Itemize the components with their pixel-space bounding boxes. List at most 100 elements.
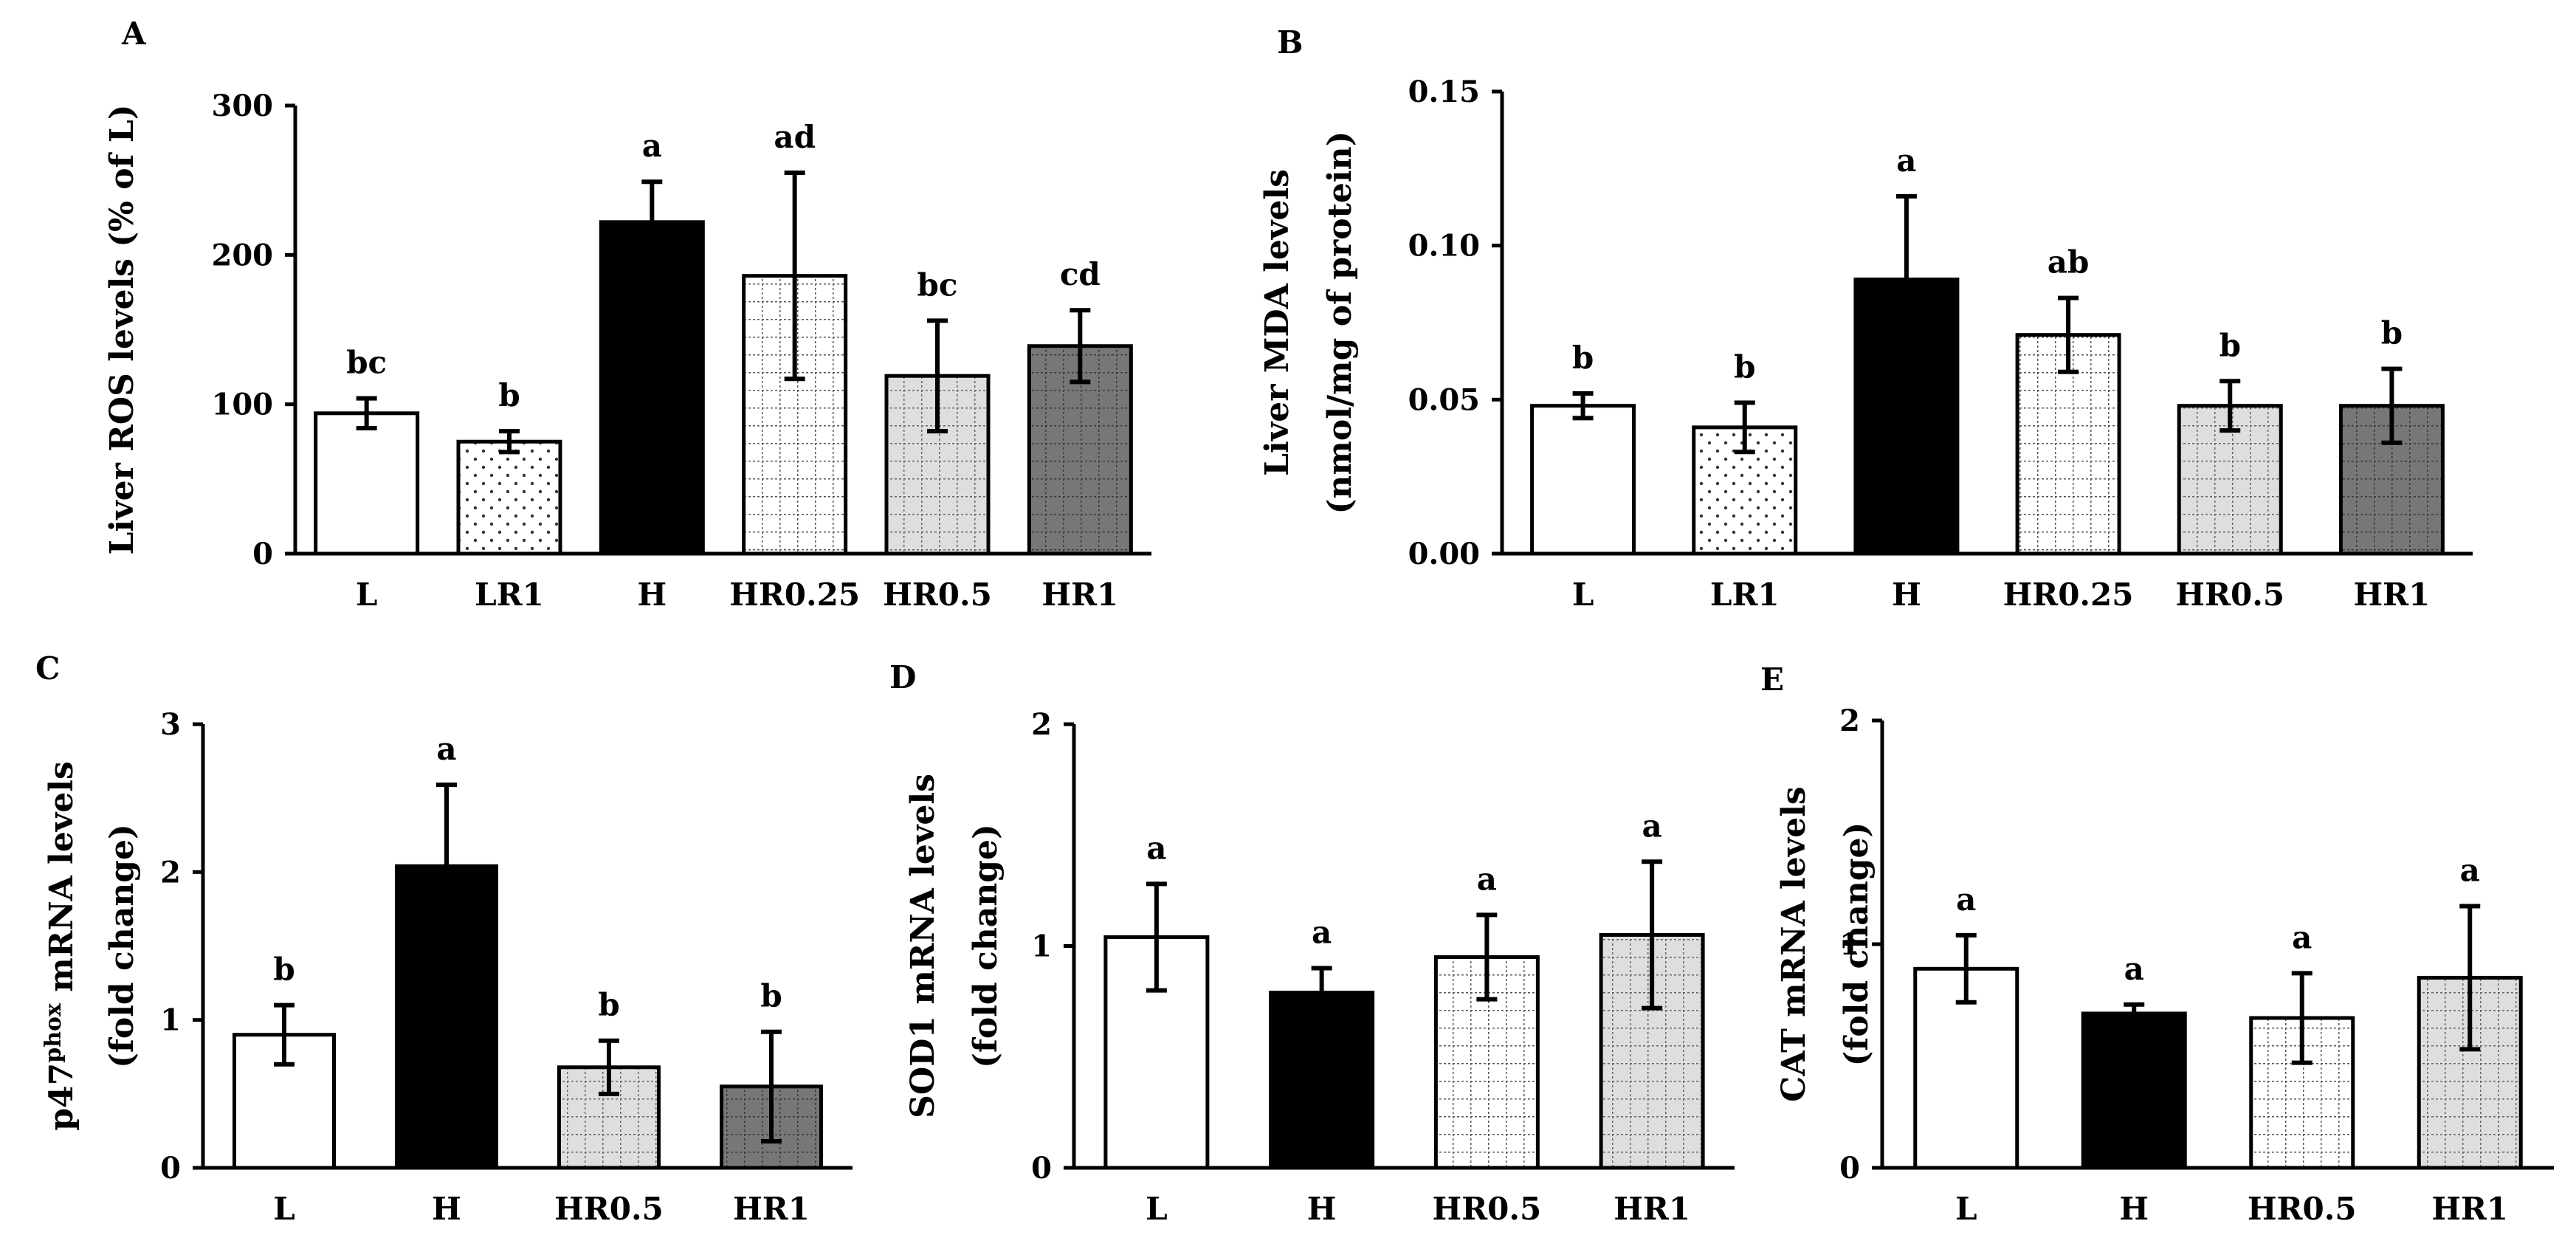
panel-a-bar-L xyxy=(314,411,420,556)
panel-a-x-label: L xyxy=(356,577,378,613)
panel-e-error-bar-H xyxy=(2124,1002,2145,1025)
panel-e-y-tick-label: 0 xyxy=(1839,1151,1860,1186)
panel-d-sig-label: a xyxy=(1146,830,1166,866)
panel-c-sig-label: b xyxy=(273,952,295,988)
panel-d-x-label: HR1 xyxy=(1614,1191,1690,1227)
panel-a-error-bar-LR1 xyxy=(499,429,520,455)
panel-e-y-title-line1: CAT mRNA levels xyxy=(1775,786,1813,1101)
panel-c-letter: C xyxy=(35,650,60,687)
panel-d-y-tick-label: 1 xyxy=(1031,929,1052,964)
panel-b-x-label: L xyxy=(1572,577,1594,613)
panel-d-y-tick-label: 2 xyxy=(1031,707,1052,742)
panel-d-y-tick-label: 0 xyxy=(1031,1151,1052,1186)
panel-e-y-tick-label: 1 xyxy=(1839,927,1860,962)
panel-b-y-tick-label: 0.00 xyxy=(1408,537,1480,571)
panel-e-x-label: L xyxy=(1955,1191,1977,1227)
panel-c-x-label: L xyxy=(273,1191,295,1227)
panel-c-x-label: HR0.5 xyxy=(554,1191,664,1227)
panel-b-y-tick-label: 0.15 xyxy=(1408,75,1480,109)
panel-c-y-tick-label: 2 xyxy=(160,855,181,890)
panel-e-bar-H xyxy=(2081,1011,2187,1170)
panel-b-y-title-line2: (nmol/mg of protein) xyxy=(1321,131,1359,515)
charts-root: Abc b a ad bc cd 0 1 0 0 200 300 L LR1 H HR0.25 HR0.5 HR1… xyxy=(35,16,2554,1227)
panel-c-error-bar-HR0.5 xyxy=(599,1038,619,1096)
panel-c-y-tick-label: 1 xyxy=(160,1003,181,1038)
panel-a-x-label: HR1 xyxy=(1041,577,1118,613)
panel-b-x-label: H xyxy=(1892,577,1921,613)
panel-b-sig-label: b xyxy=(1734,349,1755,385)
panel-b-sig-label: b xyxy=(1572,340,1594,376)
panel-a-sig-label: b xyxy=(498,377,520,413)
panel-b-bar-L xyxy=(1530,404,1636,556)
panel-b-sig-label: b xyxy=(2381,315,2403,351)
panel-e-letter: E xyxy=(1760,661,1784,698)
chart-panel-d: Da a a a 0 1 2 L H HR0.5 HR1 SOD1 mRNA levels (fold … xyxy=(889,659,1735,1227)
panel-d-error-bar-L xyxy=(1146,881,1167,993)
panel-b-y-tick-label: 0.10 xyxy=(1408,229,1480,264)
panel-a-sig-label: bc xyxy=(346,345,387,381)
panel-d-sig-label: a xyxy=(1642,808,1662,844)
panel-b-x-label: HR0.5 xyxy=(2175,577,2284,613)
panel-d-letter: D xyxy=(889,659,916,695)
chart-panel-e: Ea a a a 0 1 2 L H HR0.5 HR1 CAT mRNA levels (fold c… xyxy=(1760,661,2554,1227)
panel-a-error-bar-L xyxy=(356,396,377,431)
panel-a-error-bar-HR0.25 xyxy=(784,171,805,382)
y-title-base: p47 xyxy=(43,1063,80,1131)
panel-a-x-label: HR0.5 xyxy=(883,577,992,613)
chart-panel-a: Abc b a ad bc cd 0 100 200 300 L LR1 H HR0.25 HR0.5 HR1… xyxy=(103,16,1151,613)
panel-e-sig-label: a xyxy=(1956,881,1976,918)
panel-a-sig-label: cd xyxy=(1060,256,1101,292)
panel-e-y-title-line2: (fold change) xyxy=(1838,822,1876,1067)
panel-b-y-title-line1: Liver MDA levels xyxy=(1258,169,1296,476)
panel-a-sig-label: bc xyxy=(917,266,958,303)
panel-e-sig-label: a xyxy=(2292,919,2312,955)
panel-d-bar-H xyxy=(1269,991,1375,1170)
panel-c-y-tick-label: 3 xyxy=(160,707,181,742)
panel-b-error-bar-HR0.5 xyxy=(2219,379,2241,433)
panel-a-bar-H xyxy=(599,220,705,556)
panel-c-x-label: HR1 xyxy=(733,1191,810,1227)
panel-e-x-label: H xyxy=(2119,1191,2149,1227)
panel-c-error-bar-H xyxy=(436,782,457,950)
panel-b-x-label: HR0.25 xyxy=(2003,577,2134,613)
panel-a-y-title-line1: Liver ROS levels (% of L) xyxy=(103,104,141,554)
panel-b-sig-label: b xyxy=(2219,327,2241,363)
chart-panel-b: Bb b a ab b b 0.00 0.05 0.10 0.15 L LR1 H HR0.25 HR0.5… xyxy=(1258,24,2473,613)
panel-a-y-tick-label: 0 xyxy=(252,537,273,571)
panel-a-x-label: H xyxy=(637,577,667,613)
panel-b-sig-label: a xyxy=(1896,142,1916,179)
panel-e-x-label: HR1 xyxy=(2431,1191,2508,1227)
panel-a-y-tick-label: 300 xyxy=(212,89,274,123)
panel-d-sig-label: a xyxy=(1477,861,1497,897)
panel-d-error-bar-H xyxy=(1311,966,1332,1019)
panel-e-x-label: HR0.5 xyxy=(2248,1191,2357,1227)
panel-c-x-label: H xyxy=(432,1191,461,1227)
panel-d-x-label: L xyxy=(1146,1191,1168,1227)
panel-c-error-bar-L xyxy=(274,1002,295,1067)
panel-e-y-tick-label: 2 xyxy=(1839,704,1860,738)
panel-e-sig-label: a xyxy=(2124,951,2144,987)
chart-panel-c: Cb a b b 0 1 2 3 L H HR0.5 HR1 p47phox mRNA levels (f… xyxy=(35,650,853,1227)
panel-b-error-bar-HR1 xyxy=(2381,366,2403,445)
panel-b-error-bar-LR1 xyxy=(1734,400,1755,455)
panel-a-sig-label: a xyxy=(642,128,662,164)
panel-c-sig-label: b xyxy=(760,978,782,1014)
panel-c-y-title-line2: (fold change) xyxy=(103,824,141,1068)
panel-b-error-bar-HR0.25 xyxy=(2058,295,2079,374)
panel-a-sig-label: ad xyxy=(774,119,816,155)
panel-c-error-bar-HR1 xyxy=(761,1029,782,1143)
panel-c-y-title-line1: p47phox mRNA levels xyxy=(41,761,80,1131)
panel-b-error-bar-L xyxy=(1572,391,1594,421)
panel-d-x-label: HR0.5 xyxy=(1433,1191,1542,1227)
panel-a-letter: A xyxy=(121,16,147,52)
panel-a-bar-LR1 xyxy=(456,439,562,556)
panel-e-error-bar-HR1 xyxy=(2459,904,2481,1052)
panel-e-error-bar-HR0.5 xyxy=(2291,971,2312,1065)
panel-d-x-label: H xyxy=(1307,1191,1337,1227)
y-title-rest: mRNA levels xyxy=(43,761,80,1003)
panel-a-x-label: LR1 xyxy=(475,577,544,613)
panel-b-sig-label: ab xyxy=(2048,244,2090,281)
panel-d-y-title-line1: SOD1 mRNA levels xyxy=(904,774,942,1118)
panel-a-y-tick-label: 200 xyxy=(212,238,274,272)
